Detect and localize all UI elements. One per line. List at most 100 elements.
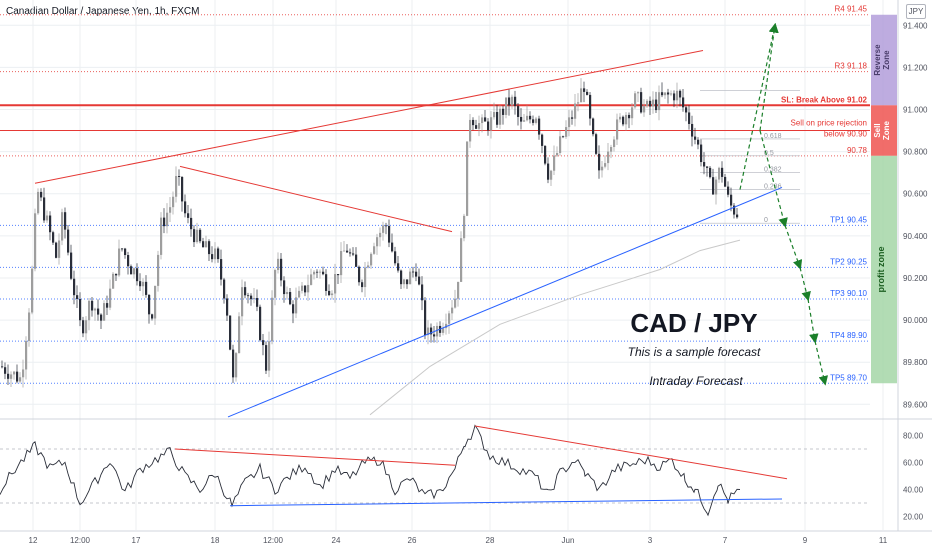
candle-body xyxy=(418,276,421,285)
candle-body xyxy=(58,240,61,258)
x-tick-label: 9 xyxy=(803,536,808,545)
x-tick-label: 24 xyxy=(332,536,341,545)
candle-body xyxy=(160,217,163,255)
candle-body xyxy=(691,123,694,137)
candle-body xyxy=(151,314,154,319)
candle-body xyxy=(463,215,466,239)
candle-body xyxy=(139,281,142,287)
x-tick-label: 17 xyxy=(132,536,141,545)
candle-body xyxy=(403,279,406,285)
level-label: TP2 90.25 xyxy=(830,257,867,266)
forecast-arrow xyxy=(759,130,788,228)
fib-level-label: 0.236 xyxy=(764,184,782,191)
candle-body xyxy=(211,254,214,260)
candle-body xyxy=(325,274,328,291)
candle-body xyxy=(715,179,718,195)
candle-body xyxy=(19,377,22,382)
candle-body xyxy=(64,212,67,230)
candle-body xyxy=(103,303,106,321)
candle-body xyxy=(142,281,145,287)
x-tick-label: 28 xyxy=(486,536,495,545)
candle-body xyxy=(427,327,430,336)
candle-body xyxy=(400,270,403,285)
fib-level-label: 0 xyxy=(764,217,768,224)
candle-body xyxy=(295,297,298,314)
candle-body xyxy=(322,271,325,275)
candle-body xyxy=(94,308,97,311)
candle-body xyxy=(319,271,322,273)
candle-body xyxy=(181,176,184,202)
candle-body xyxy=(4,367,7,374)
candle-body xyxy=(628,114,631,119)
currency-badge[interactable]: JPY xyxy=(906,4,926,19)
zone-label: Sell xyxy=(873,123,882,137)
trendline-ascending-support xyxy=(227,186,783,418)
forecast-arrow xyxy=(799,267,811,302)
candle-body xyxy=(250,295,253,300)
candle-body xyxy=(475,125,478,129)
candle-body xyxy=(451,307,454,314)
candle-body xyxy=(523,120,526,122)
candle-body xyxy=(193,229,196,243)
candle-body xyxy=(589,94,592,119)
candle-body xyxy=(721,167,724,177)
candle-body xyxy=(46,215,49,221)
candle-body xyxy=(529,115,532,120)
candle-body xyxy=(67,229,70,253)
candle-body xyxy=(610,146,613,152)
chart-subtitle: This is a sample forecast xyxy=(628,345,761,359)
candle-body xyxy=(352,253,355,255)
candle-body xyxy=(199,229,202,242)
candle-body xyxy=(25,340,28,370)
candle-body xyxy=(550,170,553,180)
candle-body xyxy=(190,217,193,230)
candle-body xyxy=(484,117,487,122)
candle-body xyxy=(415,271,418,277)
candle-body xyxy=(544,145,547,164)
candle-body xyxy=(166,212,169,227)
candle-body xyxy=(568,117,571,128)
candle-body xyxy=(40,191,43,198)
level-label: Sell on price rejection xyxy=(791,119,867,128)
candle-body xyxy=(202,241,205,248)
candle-body xyxy=(163,217,166,227)
candle-body xyxy=(175,176,178,197)
x-tick-label: Jun xyxy=(562,536,575,545)
candle-body xyxy=(271,297,274,342)
candle-body xyxy=(604,163,607,167)
candle-body xyxy=(445,323,448,329)
candle-body xyxy=(394,251,397,264)
price-levels: R4 91.45 R3 91.18 SL: Break Above 91.02 Sel… xyxy=(0,5,870,384)
candle-body xyxy=(91,300,94,311)
candle-body xyxy=(112,273,115,289)
candle-body xyxy=(118,248,121,276)
candle-body xyxy=(283,280,286,295)
candle-body xyxy=(466,141,469,216)
candle-body xyxy=(388,225,391,243)
level-label: below 90.90 xyxy=(824,130,868,139)
candle-body xyxy=(220,259,223,280)
candle-body xyxy=(622,116,625,125)
candle-body xyxy=(196,229,199,243)
candle-body xyxy=(397,263,400,271)
level-label: R4 91.45 xyxy=(835,5,868,14)
candle-body xyxy=(625,114,628,125)
x-tick-label: 18 xyxy=(211,536,220,545)
candle-body xyxy=(577,102,580,104)
candle-body xyxy=(241,287,244,317)
candle-body xyxy=(532,119,535,123)
zone-label: Zone xyxy=(882,120,891,140)
zone-label: Reverse xyxy=(873,44,882,76)
zone-label: profit zone xyxy=(876,247,886,293)
candle-body xyxy=(61,212,64,241)
candle-body xyxy=(268,341,271,371)
candle-body xyxy=(115,273,118,276)
candle-body xyxy=(133,268,136,275)
candle-body xyxy=(424,300,427,336)
oscillator-tick-label: 40.00 xyxy=(903,486,924,495)
candle-body xyxy=(145,281,148,295)
level-label: TP1 90.45 xyxy=(830,215,867,224)
